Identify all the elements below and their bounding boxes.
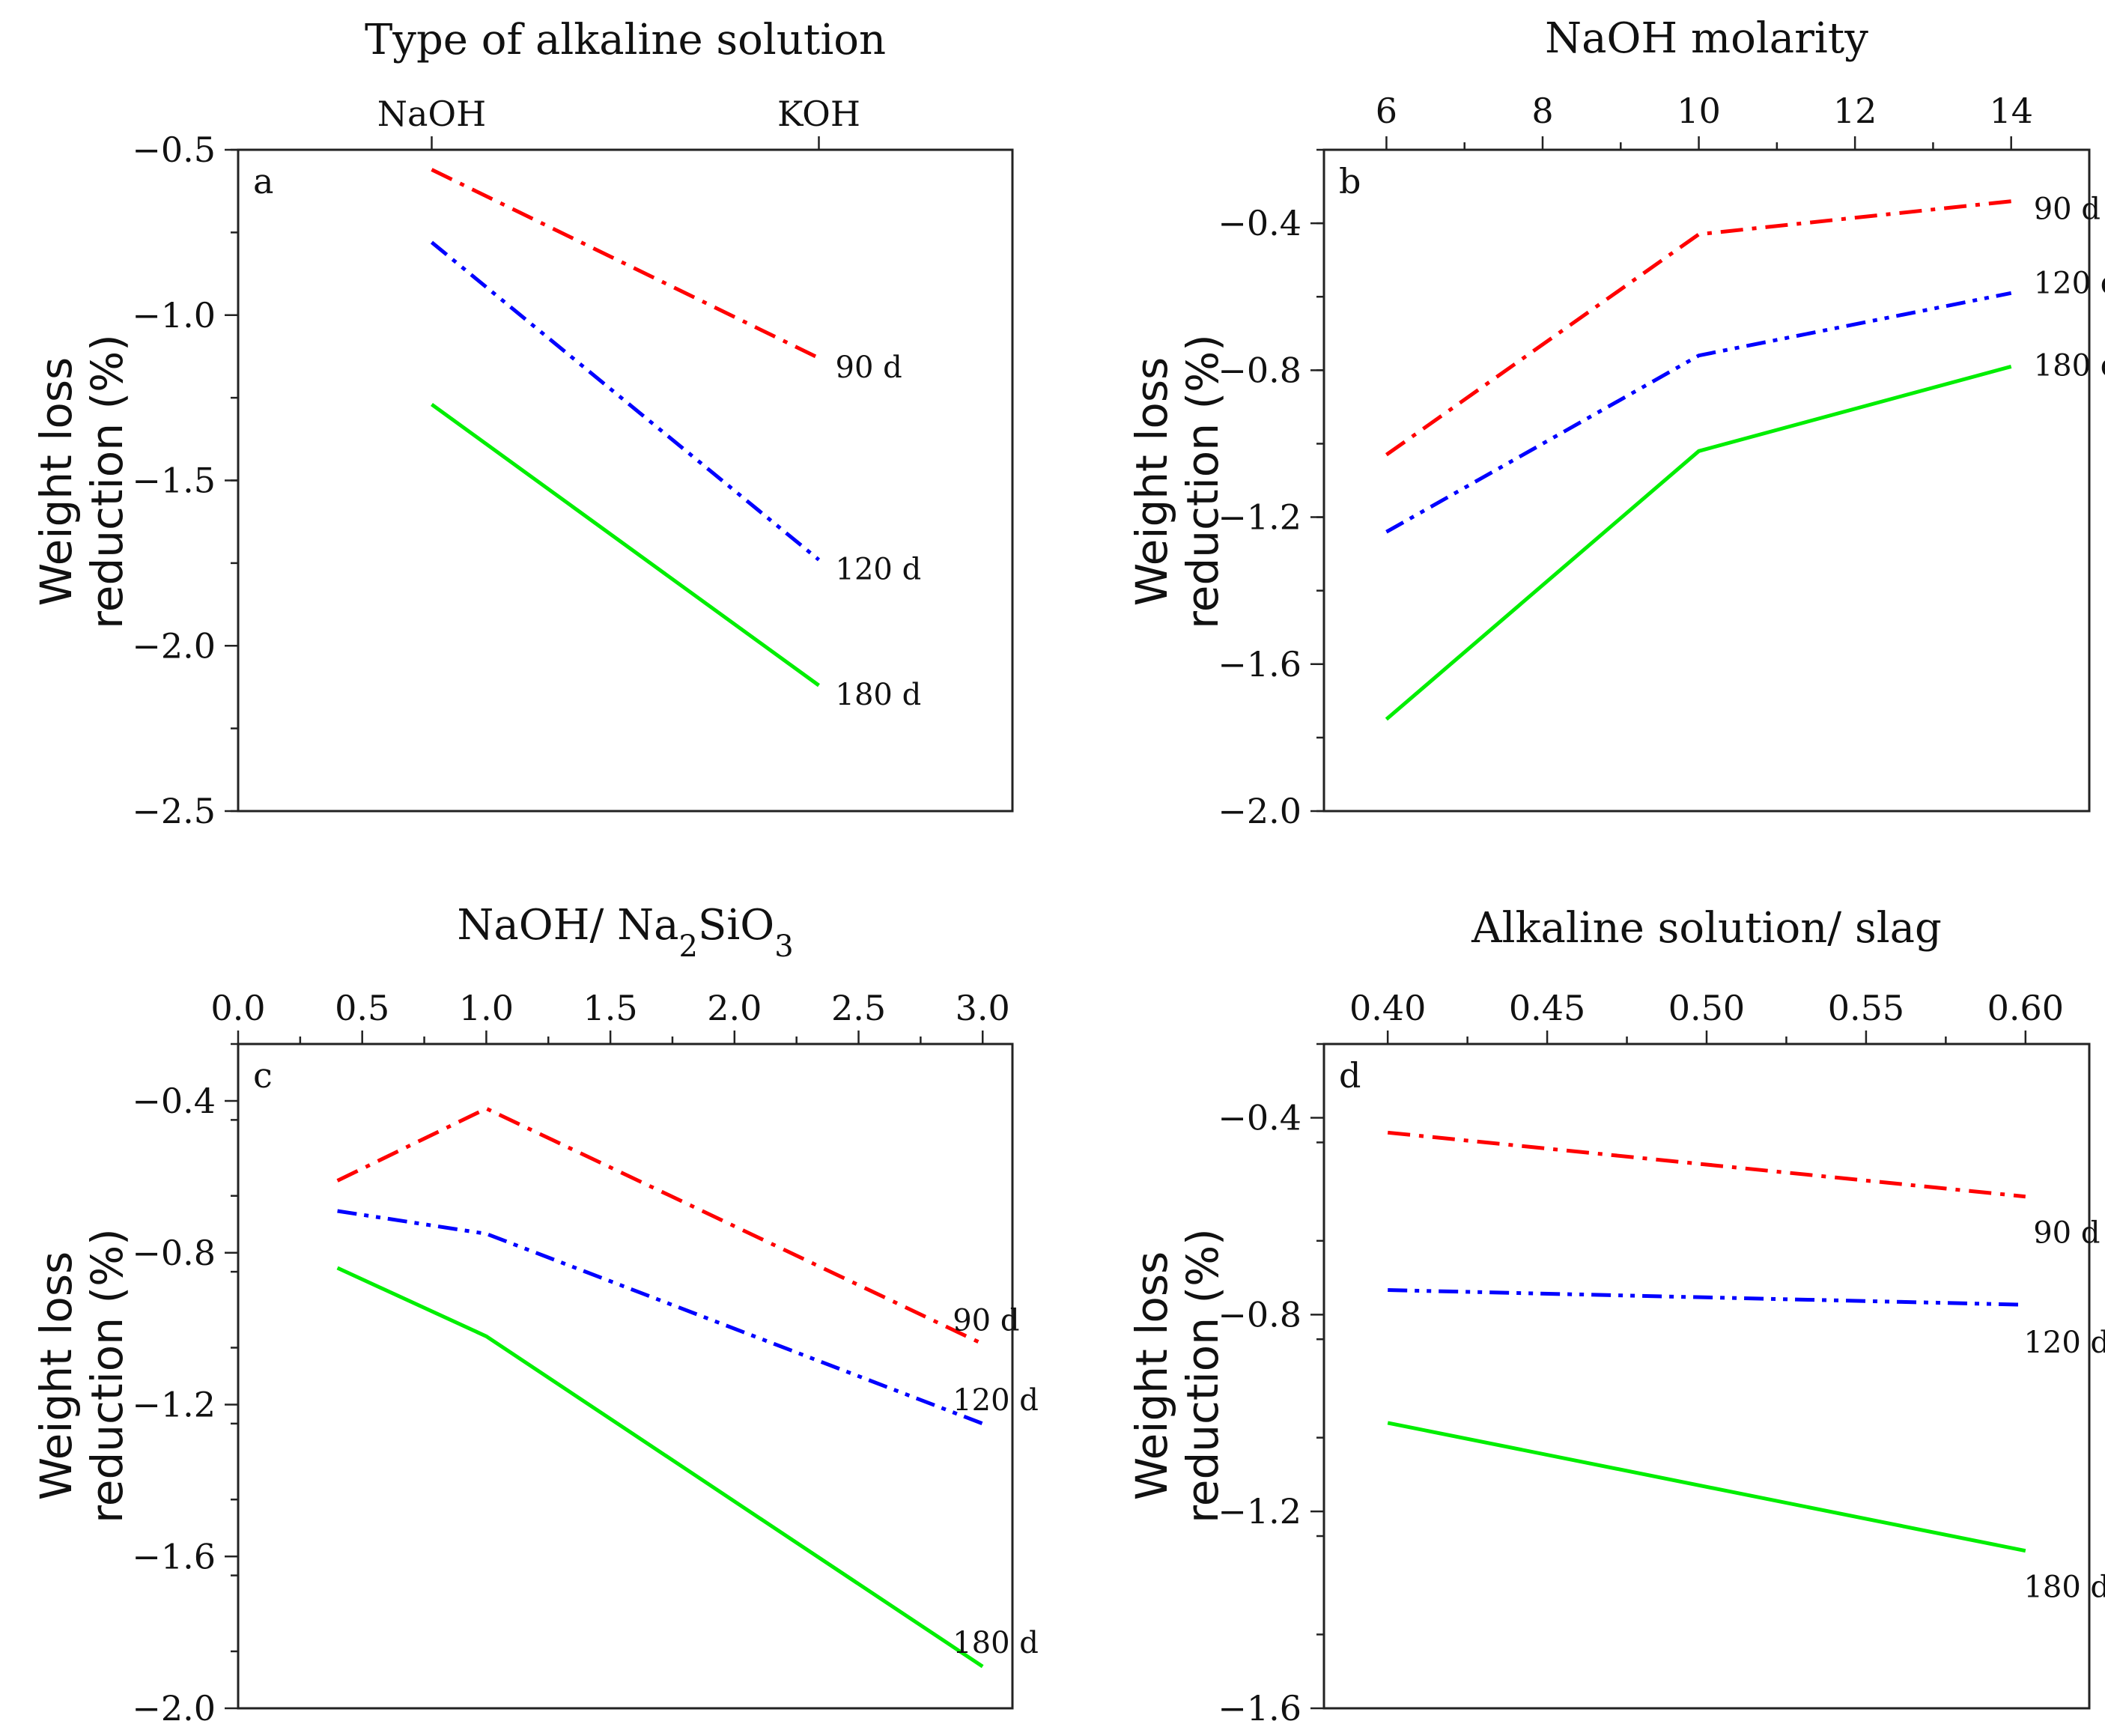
x-tick-label: NaOH — [377, 94, 487, 134]
x-tick-label: 0.5 — [335, 988, 389, 1028]
x-tick-label: 1.0 — [459, 988, 514, 1028]
series-line-180d — [1387, 1421, 2026, 1553]
series-line-180d — [431, 402, 820, 688]
y-tick-label: −2.0 — [132, 1688, 216, 1729]
panel-b: NaOH molarity 6 8 10 12 14 −0.4 −0.8 −1.2 −1.6 −2.… — [1126, 14, 2105, 831]
x-tick-label: 8 — [1531, 91, 1553, 131]
y-tick-label: −0.5 — [132, 130, 216, 170]
panel-letter: d — [1339, 1055, 1361, 1096]
series-label: 180 d — [953, 1626, 1039, 1660]
y-tick-label: −1.2 — [1218, 1491, 1301, 1532]
x-tick-label: 0.40 — [1349, 988, 1426, 1028]
y-tick-label: −0.8 — [132, 1233, 216, 1273]
x-tick-label: 0.45 — [1509, 988, 1585, 1028]
plot-frame — [1322, 1042, 2091, 1710]
y-tick-label: −0.4 — [132, 1081, 216, 1121]
series-line-120d — [1388, 1288, 2026, 1307]
x-tick-label: 0.50 — [1668, 988, 1745, 1028]
panel-c: NaOH/ Na2SiO3 0.0 0.5 1.0 1.5 2.0 2.5 3.0 −0.4 −0… — [31, 901, 1039, 1729]
series-label: 120 d — [953, 1383, 1039, 1418]
y-tick-label: −2.0 — [132, 625, 216, 666]
x-tick-label: 10 — [1677, 91, 1721, 131]
panel-title: Type of alkaline solution — [365, 16, 886, 64]
plot-frame — [237, 1042, 1014, 1710]
y-axis-label: Weight lossreduction (%) — [1126, 334, 1228, 629]
x-tick-label: 0.0 — [210, 988, 265, 1028]
series-label: 120 d — [836, 552, 922, 586]
y-axis-label: Weight lossreduction (%) — [31, 334, 133, 629]
series-line-120d — [1385, 291, 2012, 534]
y-tick-label: −1.5 — [132, 461, 216, 501]
x-tick-label: 0.60 — [1987, 988, 2064, 1028]
y-tick-label: −0.4 — [1218, 203, 1301, 243]
series-label: 180 d — [836, 678, 922, 712]
series-label: 90 d — [2033, 1216, 2100, 1251]
x-tick-label: 3.0 — [956, 988, 1010, 1028]
series-label: 90 d — [836, 350, 902, 385]
panel-d: Alkaline solution/ slag 0.40 0.45 0.50 0.55 0… — [1126, 904, 2105, 1729]
series-label: 120 d — [2023, 1326, 2105, 1360]
y-tick-label: −0.8 — [1218, 350, 1301, 390]
y-tick-label: −2.5 — [132, 791, 216, 831]
y-axis-label: Weight lossreduction (%) — [31, 1228, 133, 1523]
x-tick-label: 12 — [1833, 91, 1877, 131]
series-line-120d — [430, 240, 821, 562]
panel-title: Alkaline solution/ slag — [1471, 904, 1942, 953]
plot-frame — [1322, 148, 2091, 813]
y-tick-label: −1.6 — [132, 1536, 216, 1576]
y-tick-label: −1.2 — [1218, 497, 1301, 538]
y-axis-label: Weight lossreduction (%) — [1126, 1228, 1228, 1523]
y-tick-label: −0.4 — [1218, 1098, 1301, 1138]
panel-a: Type of alkaline solution NaOH KOH −0.5 −1.0… — [31, 16, 1014, 831]
x-tick-label: 14 — [1989, 91, 2033, 131]
panel-letter: c — [253, 1055, 273, 1096]
y-tick-label: −1.6 — [1218, 644, 1301, 685]
series-label: 90 d — [953, 1303, 1019, 1338]
panel-letter: a — [253, 161, 273, 201]
series-line-90d — [336, 1106, 984, 1346]
y-tick-label: −1.0 — [132, 295, 216, 336]
series-label: 90 d — [2034, 192, 2101, 227]
panel-title: NaOH molarity — [1545, 14, 1868, 63]
series-line-90d — [1385, 199, 2011, 457]
series-line-120d — [337, 1209, 984, 1426]
x-tick-label: 0.55 — [1828, 988, 1904, 1028]
series-line-90d — [431, 168, 820, 360]
series-line-180d — [1385, 364, 2012, 721]
y-tick-label: −1.2 — [132, 1385, 216, 1425]
x-tick-label: 2.5 — [831, 988, 886, 1028]
x-tick-label: 6 — [1376, 91, 1397, 131]
series-label: 120 d — [2034, 266, 2105, 300]
x-tick-label: 1.5 — [583, 988, 638, 1028]
y-tick-label: −1.6 — [1218, 1688, 1301, 1729]
panel-letter: b — [1339, 161, 1361, 201]
y-tick-label: −2.0 — [1218, 791, 1301, 831]
series-line-90d — [1387, 1130, 2026, 1199]
series-label: 180 d — [2023, 1570, 2105, 1605]
series-line-180d — [336, 1266, 984, 1669]
series-label: 180 d — [2034, 348, 2105, 383]
y-tick-label: −0.8 — [1218, 1294, 1301, 1335]
panel-title: NaOH/ Na2SiO3 — [457, 901, 793, 964]
x-tick-label: KOH — [777, 94, 860, 134]
x-tick-label: 2.0 — [707, 988, 762, 1028]
